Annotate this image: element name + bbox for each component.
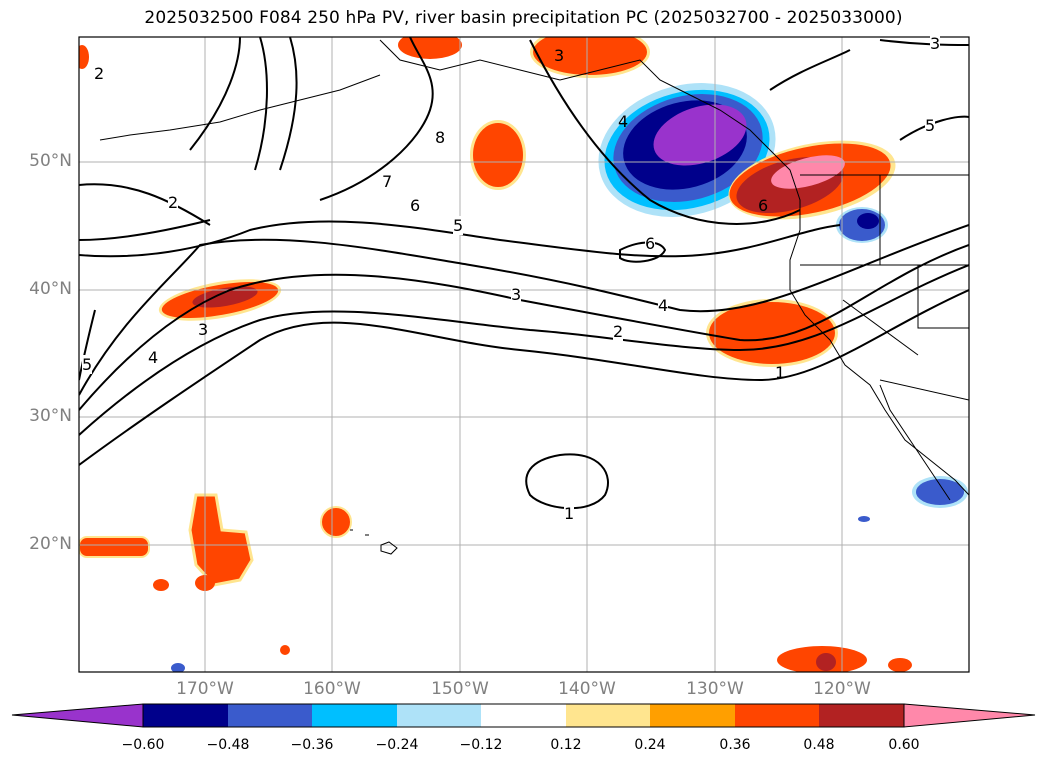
contour-label: 2 [94,64,105,83]
coastlines [99,39,969,555]
contour-label: 1 [564,504,575,523]
contour-label: 6 [645,234,656,253]
colorbar [11,703,1036,728]
contour-label: 3 [554,46,565,65]
colorbar-tick-label: 0.60 [888,737,920,753]
contour-label: 2 [613,322,624,341]
contour-label: 7 [382,172,393,191]
contour-label: 4 [618,112,629,131]
x-tick-label: 150°W [431,679,489,699]
x-tick-label: 140°W [558,679,616,699]
contour-label: 8 [435,128,446,147]
contour-label: 2 [168,193,179,212]
map-title: 2025032500 F084 250 hPa PV, river basin … [144,8,903,28]
y-tick-label: 30°N [29,406,72,426]
contour-label: 5 [925,116,936,135]
y-tick-label: 40°N [29,279,72,299]
contour-label: 6 [410,196,421,215]
colorbar-tick-label: −0.60 [121,737,165,753]
colorbar-tick-label: 0.48 [803,737,835,753]
x-tick-label: 130°W [686,679,744,699]
contour-label: 1 [775,363,786,382]
plot-border [78,36,970,673]
colorbar-tick-label: 0.12 [550,737,582,753]
x-tick-label: 170°W [176,679,234,699]
contour-label: 3 [511,285,522,304]
contour-label: 5 [453,216,464,235]
contour-label: 6 [758,196,769,215]
gridlines [79,37,969,672]
contour-label: 5 [82,355,93,374]
contour-label: 4 [658,296,669,315]
colorbar-tick-label: −0.12 [459,737,503,753]
colorbar-tick-label: 0.36 [719,737,751,753]
contour-label: 3 [930,34,941,53]
contour-label: 3 [198,320,209,339]
colorbar-tick-label: 0.24 [634,737,666,753]
colorbar-tick-label: −0.24 [375,737,419,753]
colorbar-tick-label: −0.36 [290,737,334,753]
y-tick-label: 20°N [29,534,72,554]
colorbar-tick-label: −0.48 [206,737,250,753]
x-tick-label: 160°W [303,679,361,699]
x-tick-label: 120°W [813,679,871,699]
pv-contours [79,37,969,510]
contour-label: 4 [148,348,159,367]
y-tick-label: 50°N [29,151,72,171]
